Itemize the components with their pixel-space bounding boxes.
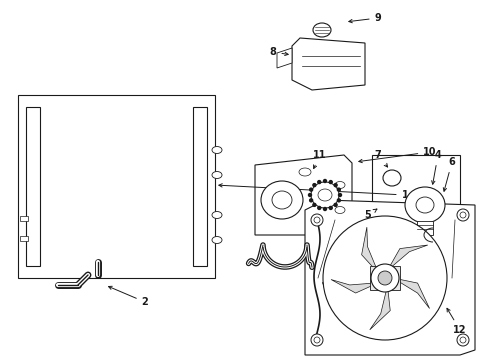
- Polygon shape: [331, 279, 379, 293]
- Circle shape: [313, 203, 316, 206]
- Circle shape: [329, 206, 332, 210]
- Circle shape: [323, 216, 447, 340]
- Ellipse shape: [313, 23, 331, 37]
- Ellipse shape: [405, 187, 445, 223]
- Circle shape: [318, 206, 321, 210]
- Circle shape: [339, 194, 342, 197]
- Ellipse shape: [383, 170, 401, 186]
- Text: 10: 10: [359, 147, 437, 163]
- Circle shape: [309, 194, 312, 197]
- Ellipse shape: [335, 207, 345, 213]
- Polygon shape: [292, 38, 365, 90]
- Bar: [370, 266, 400, 290]
- Text: 4: 4: [432, 150, 441, 184]
- Ellipse shape: [212, 147, 222, 153]
- Circle shape: [329, 181, 332, 184]
- Circle shape: [334, 184, 337, 186]
- Text: 3: 3: [323, 283, 348, 310]
- Circle shape: [334, 203, 337, 206]
- Circle shape: [371, 264, 399, 292]
- Ellipse shape: [272, 191, 292, 209]
- Text: 1: 1: [219, 184, 408, 200]
- Bar: [417, 221, 433, 235]
- Bar: [26, 107, 40, 266]
- Circle shape: [311, 214, 323, 226]
- Circle shape: [457, 334, 469, 346]
- Ellipse shape: [311, 182, 339, 208]
- Circle shape: [457, 209, 469, 221]
- Bar: [20, 236, 28, 241]
- Text: 2: 2: [109, 286, 148, 307]
- Bar: [372, 155, 460, 240]
- Polygon shape: [362, 227, 379, 273]
- Circle shape: [337, 188, 341, 191]
- Circle shape: [311, 334, 323, 346]
- Circle shape: [378, 271, 392, 285]
- Polygon shape: [393, 278, 430, 309]
- Ellipse shape: [416, 197, 434, 213]
- Text: 7: 7: [375, 150, 388, 167]
- Circle shape: [460, 212, 466, 218]
- Polygon shape: [255, 155, 352, 235]
- Text: 5: 5: [365, 209, 377, 220]
- Polygon shape: [370, 285, 390, 330]
- Ellipse shape: [335, 181, 345, 189]
- Ellipse shape: [212, 237, 222, 243]
- Bar: [18, 95, 215, 278]
- Circle shape: [323, 180, 326, 183]
- Ellipse shape: [299, 168, 311, 176]
- Circle shape: [314, 337, 320, 343]
- Bar: [20, 216, 28, 221]
- Polygon shape: [277, 48, 292, 68]
- Ellipse shape: [261, 181, 303, 219]
- Circle shape: [313, 184, 316, 186]
- Circle shape: [310, 199, 313, 202]
- Circle shape: [318, 181, 321, 184]
- Text: 11: 11: [313, 150, 327, 168]
- Ellipse shape: [212, 171, 222, 179]
- Ellipse shape: [212, 212, 222, 219]
- Circle shape: [460, 337, 466, 343]
- Text: 12: 12: [447, 308, 467, 335]
- Ellipse shape: [318, 189, 332, 201]
- Polygon shape: [388, 245, 428, 270]
- Bar: [193, 107, 207, 266]
- Circle shape: [337, 199, 341, 202]
- Text: 9: 9: [349, 13, 381, 23]
- Text: 8: 8: [270, 47, 288, 57]
- Circle shape: [314, 217, 320, 223]
- Circle shape: [310, 188, 313, 191]
- Text: 6: 6: [443, 157, 455, 191]
- Polygon shape: [305, 200, 475, 355]
- Circle shape: [323, 207, 326, 211]
